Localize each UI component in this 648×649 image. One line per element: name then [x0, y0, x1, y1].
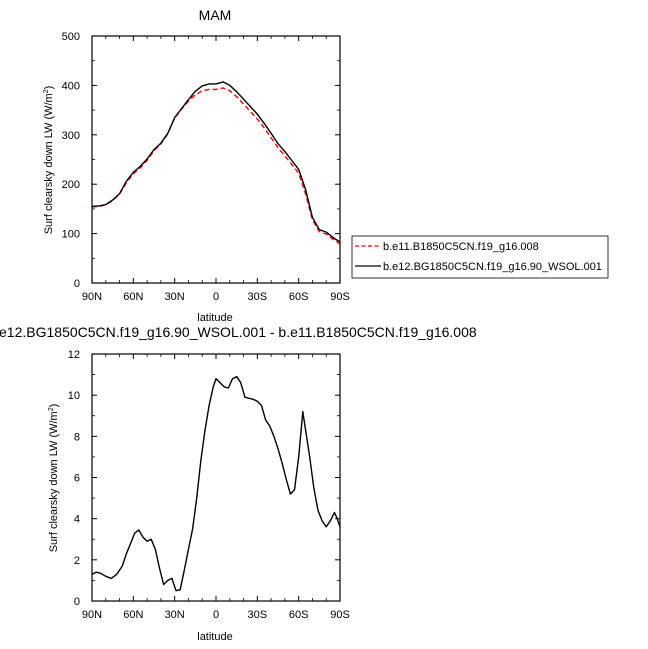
y-tick-label: 2 — [74, 555, 80, 567]
y-tick-label: 8 — [74, 431, 80, 443]
x-tick-label: 60N — [123, 291, 143, 303]
bottom-series-lines — [91, 375, 341, 592]
x-tick-label: 30N — [165, 609, 185, 621]
top-axis-ticks: 90N 60N 30N 0 30S 60S 90S 0 100 200 300 400 500 — [62, 31, 350, 303]
y-tick-label: 200 — [62, 179, 80, 191]
bottom-x-axis-label: latitude — [197, 631, 232, 643]
x-tick-label: 90S — [330, 291, 350, 303]
x-tick-label: 60N — [123, 609, 143, 621]
legend-label-series-2: b.e12.BG1850C5CN.f19_g16.90_WSOL.001 — [383, 261, 602, 273]
legend-label-series-1: b.e11.B1850C5CN.f19_g16.008 — [383, 241, 539, 253]
top-plot-frame — [91, 35, 341, 284]
legend: b.e11.B1850C5CN.f19_g16.008 b.e12.BG1850… — [351, 235, 609, 279]
top-series-lines — [91, 81, 341, 245]
series-line-1 — [91, 375, 341, 592]
x-tick-label: 30N — [165, 291, 185, 303]
bottom-axis-ticks: 90N 60N 30N 0 30S 60S 90S 0 2 4 6 8 10 12 — [68, 349, 350, 621]
top-panel: MAM 90N 60N 30N 0 30S 60S 90S0100200300400500 … — [43, 7, 609, 324]
series-line-1 — [91, 87, 341, 245]
y-tick-label: 12 — [68, 349, 80, 361]
y-tick-label: 500 — [62, 31, 80, 43]
y-tick-label: 0 — [74, 596, 80, 608]
series-line-2 — [91, 81, 341, 243]
x-tick-label: 90N — [82, 609, 102, 621]
top-x-axis-label: latitude — [197, 312, 232, 324]
y-tick-label: 300 — [62, 130, 80, 142]
top-y-axis-label: Surf clearsky down LW (W/m2) — [43, 86, 55, 235]
y-tick-label: 4 — [74, 514, 80, 526]
bottom-panel: b.e12.BG1850C5CN.f19_g16.90_WSOL.001 - b… — [0, 324, 477, 643]
top-chart-title: MAM — [199, 7, 232, 23]
x-tick-label: 60S — [289, 609, 309, 621]
x-tick-label: 60S — [289, 291, 309, 303]
legend-box — [351, 235, 609, 279]
bottom-y-axis-label: Surf clearsky down LW (W/m2) — [48, 404, 60, 553]
bottom-plot-frame — [91, 353, 341, 602]
y-tick-label: 400 — [62, 80, 80, 92]
x-tick-label: 0 — [213, 609, 219, 621]
x-tick-label: 90N — [82, 291, 102, 303]
x-tick-label: 30S — [248, 609, 268, 621]
y-tick-label: 10 — [68, 390, 80, 402]
y-tick-label: 6 — [74, 473, 80, 485]
y-tick-label: 100 — [62, 229, 80, 241]
x-tick-label: 90S — [330, 609, 350, 621]
y-tick-label: 0 — [74, 278, 80, 290]
bottom-chart-title: b.e12.BG1850C5CN.f19_g16.90_WSOL.001 - b… — [0, 324, 477, 340]
x-tick-label: 0 — [213, 291, 219, 303]
x-tick-label: 30S — [248, 291, 268, 303]
